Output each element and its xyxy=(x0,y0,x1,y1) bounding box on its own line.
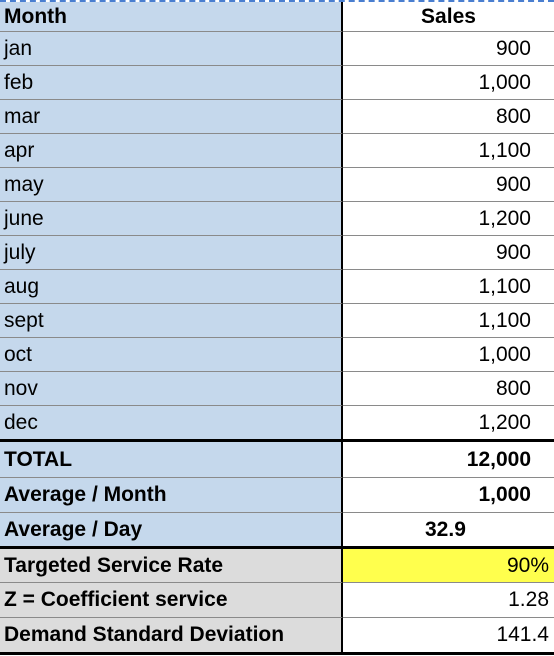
month-cell[interactable]: apr xyxy=(0,134,343,168)
table-row: may 900 xyxy=(0,168,554,202)
month-cell[interactable]: oct xyxy=(0,338,343,372)
average-day-row: Average / Day 32.9 xyxy=(0,513,554,549)
total-row: TOTAL 12,000 xyxy=(0,442,554,478)
average-month-label[interactable]: Average / Month xyxy=(0,478,343,513)
month-cell[interactable]: dec xyxy=(0,406,343,442)
month-cell[interactable]: sept xyxy=(0,304,343,338)
month-cell[interactable]: aug xyxy=(0,270,343,304)
month-cell[interactable]: july xyxy=(0,236,343,270)
sales-cell[interactable]: 1,100 xyxy=(343,304,554,338)
average-month-value[interactable]: 1,000 xyxy=(343,478,554,513)
month-cell[interactable]: nov xyxy=(0,372,343,406)
month-cell[interactable]: june xyxy=(0,202,343,236)
average-month-row: Average / Month 1,000 xyxy=(0,478,554,513)
sales-cell[interactable]: 1,200 xyxy=(343,406,554,442)
z-coefficient-value[interactable]: 1.28 xyxy=(343,583,554,618)
average-day-label[interactable]: Average / Day xyxy=(0,513,343,549)
month-cell[interactable]: jan xyxy=(0,32,343,66)
total-label[interactable]: TOTAL xyxy=(0,442,343,478)
table-row: aug 1,100 xyxy=(0,270,554,304)
sales-cell[interactable]: 900 xyxy=(343,168,554,202)
average-day-value[interactable]: 32.9 xyxy=(343,513,554,549)
sales-cell[interactable]: 1,000 xyxy=(343,338,554,372)
service-rate-value[interactable]: 90% xyxy=(343,549,554,583)
service-rate-label[interactable]: Targeted Service Rate xyxy=(0,549,343,583)
sales-cell[interactable]: 900 xyxy=(343,32,554,66)
month-cell[interactable]: may xyxy=(0,168,343,202)
sales-cell[interactable]: 800 xyxy=(343,100,554,134)
month-header[interactable]: Month xyxy=(0,2,343,32)
table-row: jan 900 xyxy=(0,32,554,66)
std-dev-label[interactable]: Demand Standard Deviation xyxy=(0,618,343,655)
table-row: nov 800 xyxy=(0,372,554,406)
sales-cell[interactable]: 1,000 xyxy=(343,66,554,100)
table-row: feb 1,000 xyxy=(0,66,554,100)
month-cell[interactable]: feb xyxy=(0,66,343,100)
sales-cell[interactable]: 1,100 xyxy=(343,134,554,168)
month-cell[interactable]: mar xyxy=(0,100,343,134)
table-row: sept 1,100 xyxy=(0,304,554,338)
table-row: june 1,200 xyxy=(0,202,554,236)
sales-cell[interactable]: 1,100 xyxy=(343,270,554,304)
z-coefficient-label[interactable]: Z = Coefficient service xyxy=(0,583,343,618)
table-row: oct 1,000 xyxy=(0,338,554,372)
header-row: Month Sales xyxy=(0,2,554,32)
sales-cell[interactable]: 1,200 xyxy=(343,202,554,236)
table-row: dec 1,200 xyxy=(0,406,554,442)
table-row: mar 800 xyxy=(0,100,554,134)
std-dev-row: Demand Standard Deviation 141.4 xyxy=(0,618,554,655)
std-dev-value[interactable]: 141.4 xyxy=(343,618,554,655)
total-value[interactable]: 12,000 xyxy=(343,442,554,478)
z-coefficient-row: Z = Coefficient service 1.28 xyxy=(0,583,554,618)
service-rate-row: Targeted Service Rate 90% xyxy=(0,549,554,583)
sales-cell[interactable]: 900 xyxy=(343,236,554,270)
table-row: apr 1,100 xyxy=(0,134,554,168)
table-row: july 900 xyxy=(0,236,554,270)
sales-cell[interactable]: 800 xyxy=(343,372,554,406)
sales-header[interactable]: Sales xyxy=(343,2,554,32)
